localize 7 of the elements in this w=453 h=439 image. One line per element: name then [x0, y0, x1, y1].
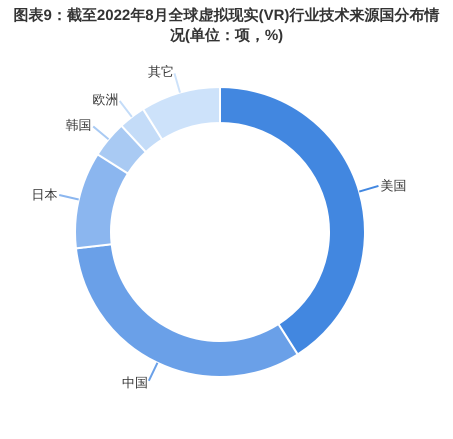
slice-label: 日本: [31, 187, 58, 202]
slice-label: 美国: [380, 178, 406, 193]
slice-label: 其它: [148, 64, 174, 79]
slice-label: 韩国: [66, 118, 92, 133]
slice-label: 欧洲: [92, 92, 118, 107]
slice-label: 中国: [122, 375, 148, 390]
chart-title: 图表9：截至2022年8月全球虚拟现实(VR)行业技术来源国分布情况(单位：项，%): [12, 6, 440, 46]
